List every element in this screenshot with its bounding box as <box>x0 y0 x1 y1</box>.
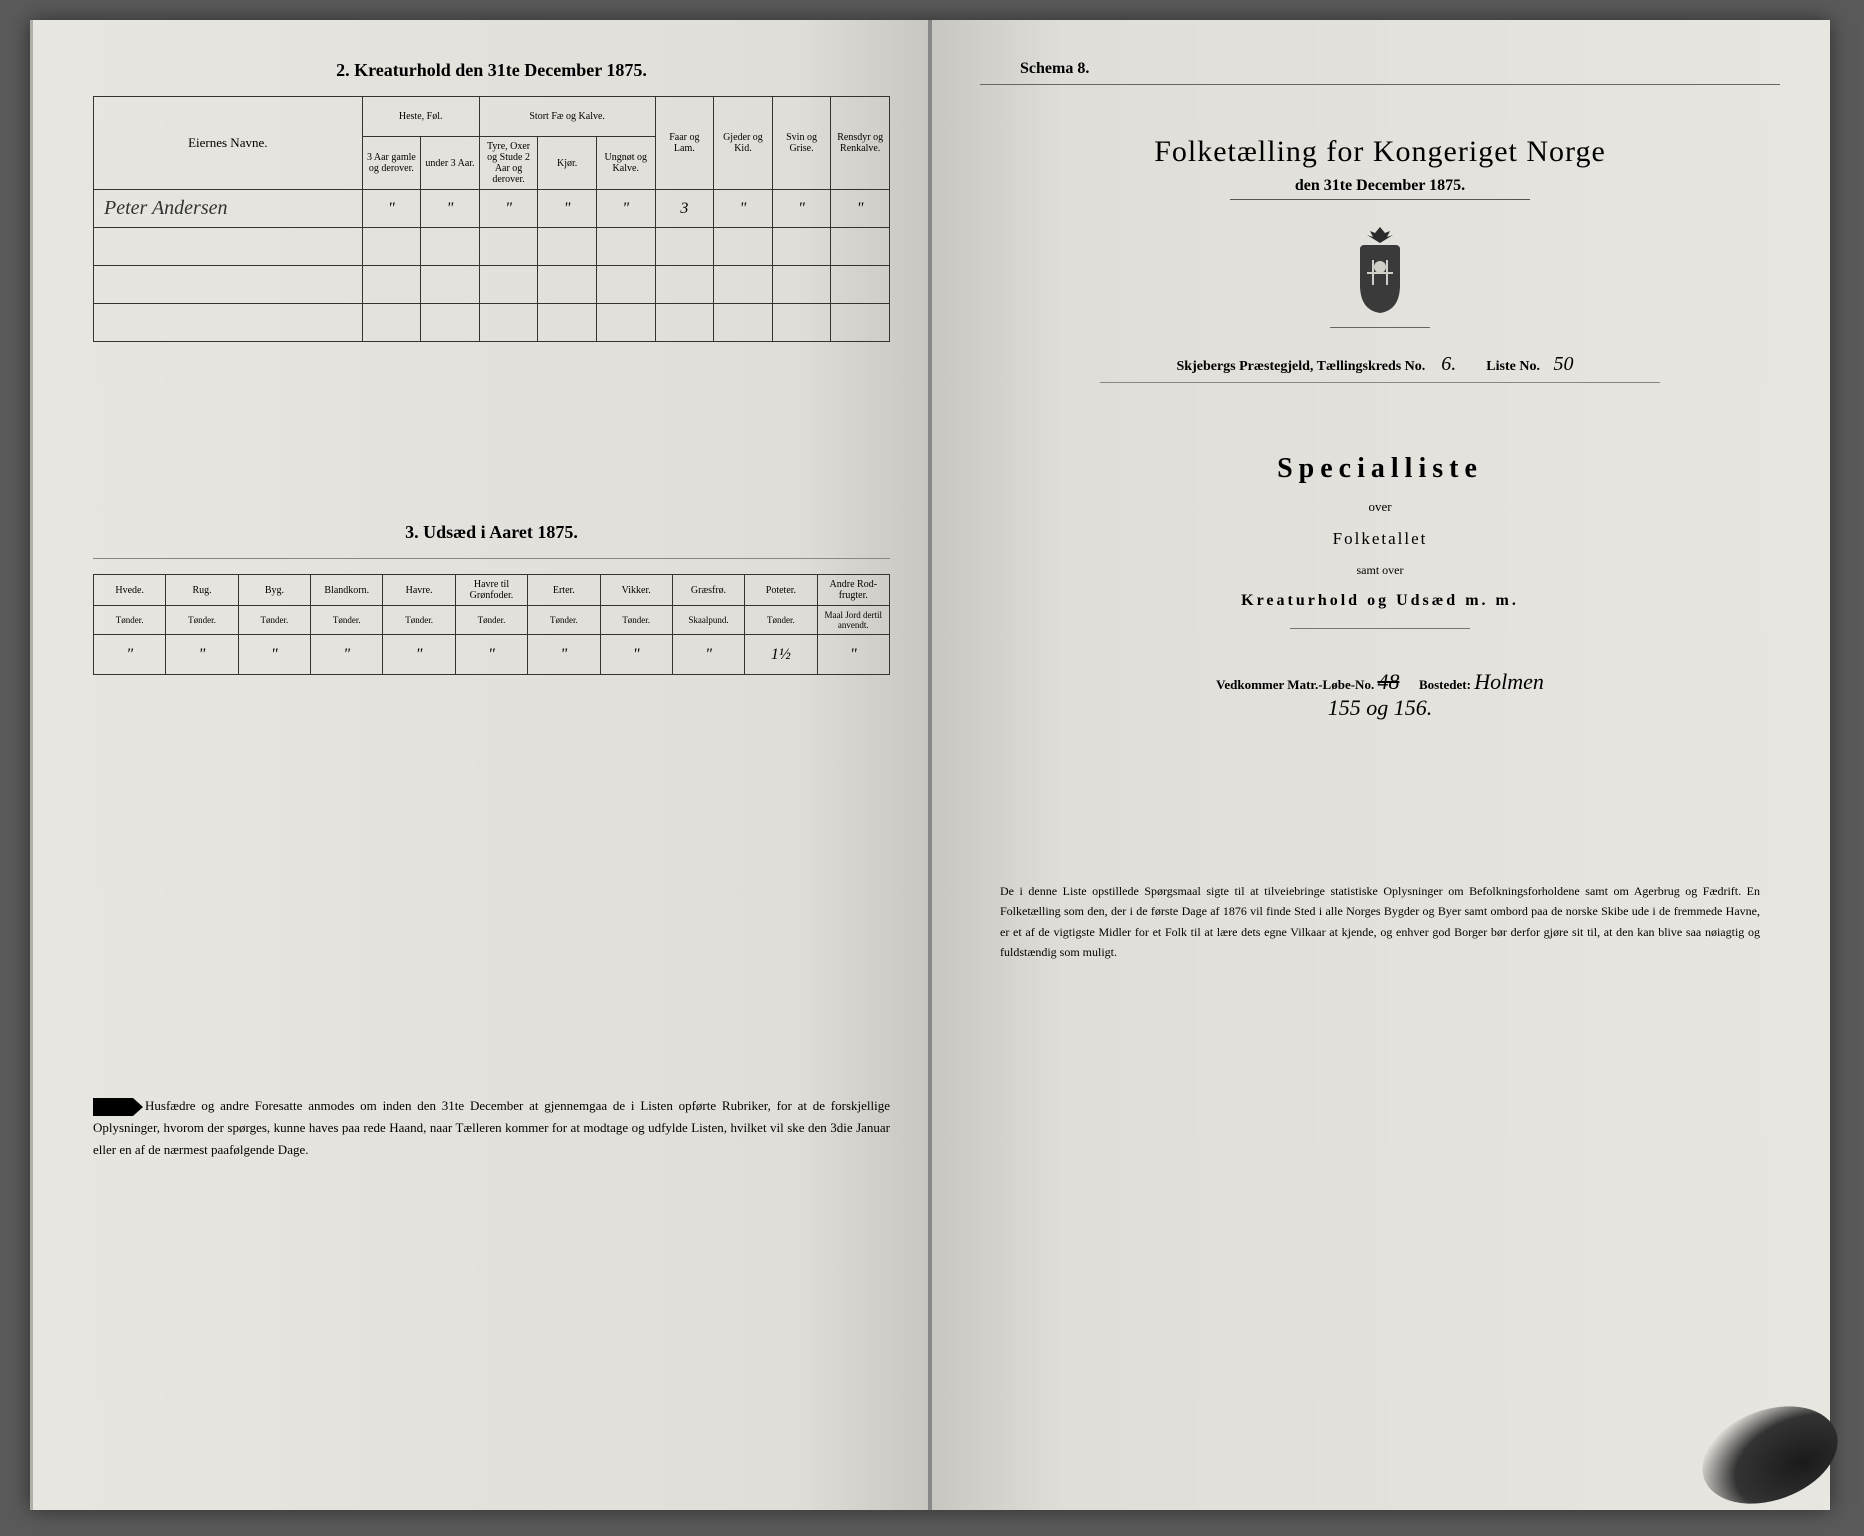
thumb-shadow <box>1689 1389 1851 1521</box>
t3-col: Rug. <box>166 575 238 606</box>
t3-sub: Tønder. <box>94 606 166 635</box>
t3-sub: Tønder. <box>528 606 600 635</box>
th-heste-group: Heste, Føl. <box>362 97 479 137</box>
vedkommer-line: Vedkommer Matr.-Løbe-No. 48 Bostedet: Ho… <box>980 669 1780 695</box>
t3-val: " <box>817 635 889 675</box>
th-heste2: under 3 Aar. <box>421 137 480 190</box>
cell: " <box>479 190 538 228</box>
folketallet-label: Folketallet <box>980 529 1780 549</box>
t3-col: Erter. <box>528 575 600 606</box>
udsaed-table: Hvede. Rug. Byg. Blandkorn. Havre. Havre… <box>93 574 890 675</box>
matr-no2: 155 og 156. <box>1328 695 1433 720</box>
t3-col: Havre til Grønfoder. <box>455 575 527 606</box>
cell: " <box>596 190 655 228</box>
t3-row: " " " " " " " " " 1½ " <box>94 635 890 675</box>
th-ren: Rensdyr og Renkalve. <box>831 97 890 190</box>
right-page: Schema 8. Folketælling for Kongeriget No… <box>930 20 1830 1510</box>
t3-sub: Tønder. <box>383 606 455 635</box>
cell: " <box>714 190 773 228</box>
t3-col: Græsfrø. <box>672 575 744 606</box>
t3-val: " <box>383 635 455 675</box>
section3-title: 3. Udsæd i Aaret 1875. <box>93 522 890 543</box>
t3-val: " <box>528 635 600 675</box>
bosted-value: Holmen <box>1474 669 1544 694</box>
bottom-paragraph: De i denne Liste opstillede Spørgsmaal s… <box>980 881 1780 963</box>
kreaturhold-table: Eiernes Navne. Heste, Føl. Stort Fæ og K… <box>93 96 890 342</box>
liste-label: Liste No. <box>1486 359 1540 374</box>
t3-sub: Skaalpund. <box>672 606 744 635</box>
liste-no: 50 <box>1543 353 1583 376</box>
t3-sub: Tønder. <box>745 606 817 635</box>
cell: " <box>421 190 480 228</box>
t3-col: Poteter. <box>745 575 817 606</box>
matr-no-line2: 155 og 156. <box>980 695 1780 721</box>
vedk-label: Vedkommer Matr.-Løbe-No. <box>1216 677 1374 692</box>
meta-line: Skjebergs Præstegjeld, Tællingskreds No.… <box>980 353 1780 376</box>
special-title: Specialliste <box>980 453 1780 485</box>
t3-val: " <box>455 635 527 675</box>
t3-val: " <box>166 635 238 675</box>
table2-row1: Peter Andersen " " " " " 3 " " " <box>94 190 890 228</box>
row-name: Peter Andersen <box>94 190 363 228</box>
sub-title: den 31te December 1875. <box>980 177 1780 195</box>
table2-row-empty <box>94 304 890 342</box>
bosted-label: Bostedet: <box>1419 677 1471 692</box>
main-title: Folketælling for Kongeriget Norge <box>980 135 1780 169</box>
t3-val: " <box>672 635 744 675</box>
kreds-no: 6. <box>1429 353 1469 376</box>
t3-col: Vikker. <box>600 575 672 606</box>
th-svin: Svin og Grise. <box>772 97 831 190</box>
table2-row-empty <box>94 228 890 266</box>
divider <box>980 84 1780 85</box>
th-heste1: 3 Aar gamle og derover. <box>362 137 421 190</box>
book-spine <box>928 20 932 1510</box>
coat-of-arms-icon <box>1345 225 1415 315</box>
th-faar: Faar og Lam. <box>655 97 714 190</box>
t3-sub: Tønder. <box>455 606 527 635</box>
matr-no-struck: 48 <box>1377 669 1399 694</box>
left-page: 2. Kreaturhold den 31te December 1875. E… <box>30 20 930 1510</box>
th-gjeder: Gjeder og Kid. <box>714 97 773 190</box>
cell: " <box>362 190 421 228</box>
t3-val: " <box>238 635 310 675</box>
t3-sub: Tønder. <box>600 606 672 635</box>
th-fae3: Ungnøt og Kalve. <box>596 137 655 190</box>
t3-sub: Tønder. <box>311 606 383 635</box>
table2-row-empty <box>94 266 890 304</box>
left-footnote: Husfædre og andre Foresatte anmodes om i… <box>93 1095 890 1161</box>
t3-sub: Tønder. <box>166 606 238 635</box>
kreatur-label: Kreaturhold og Udsæd m. m. <box>980 592 1780 610</box>
meta-prefix: Skjebergs Præstegjeld, Tællingskreds No. <box>1177 359 1426 374</box>
t3-col: Havre. <box>383 575 455 606</box>
th-name: Eiernes Navne. <box>94 97 363 190</box>
t3-val: 1½ <box>745 635 817 675</box>
cell: 3 <box>655 190 714 228</box>
cell: " <box>538 190 597 228</box>
t3-val: " <box>94 635 166 675</box>
th-fae-group: Stort Fæ og Kalve. <box>479 97 655 137</box>
t3-col: Hvede. <box>94 575 166 606</box>
t3-sub: Maal Jord dertil anvendt. <box>817 606 889 635</box>
divider <box>1230 199 1530 200</box>
samt-label: samt over <box>980 563 1780 578</box>
section2-title: 2. Kreaturhold den 31te December 1875. <box>93 60 890 81</box>
th-fae1: Tyre, Oxer og Stude 2 Aar og derover. <box>479 137 538 190</box>
census-book: 2. Kreaturhold den 31te December 1875. E… <box>30 20 1830 1510</box>
t3-col: Blandkorn. <box>311 575 383 606</box>
cell: " <box>772 190 831 228</box>
over-label: over <box>980 499 1780 515</box>
th-fae2: Kjør. <box>538 137 597 190</box>
footnote-text: Husfædre og andre Foresatte anmodes om i… <box>93 1098 890 1157</box>
t3-val: " <box>600 635 672 675</box>
t3-val: " <box>311 635 383 675</box>
schema-label: Schema 8. <box>1020 60 1780 78</box>
cell: " <box>831 190 890 228</box>
t3-col: Andre Rod-frugter. <box>817 575 889 606</box>
pointing-hand-icon <box>93 1098 133 1116</box>
t3-sub: Tønder. <box>238 606 310 635</box>
t3-col: Byg. <box>238 575 310 606</box>
